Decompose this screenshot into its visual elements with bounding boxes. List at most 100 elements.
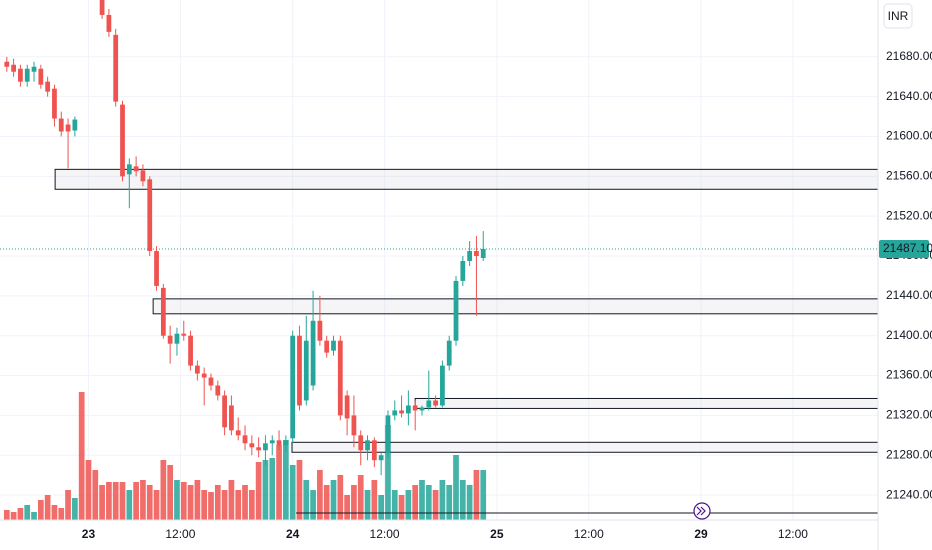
candle-body bbox=[113, 34, 119, 102]
volume-bar bbox=[289, 465, 296, 520]
volume-bar bbox=[133, 482, 139, 520]
candle-body bbox=[11, 64, 16, 72]
candle-body bbox=[140, 170, 146, 182]
candle-body bbox=[263, 443, 268, 451]
candle-body bbox=[290, 335, 296, 439]
volume-bar bbox=[126, 490, 133, 520]
y-tick-label: 21640.00 bbox=[886, 89, 932, 103]
last-price-badge bbox=[879, 239, 929, 258]
volume-bar bbox=[296, 460, 303, 520]
volume-bar bbox=[106, 482, 112, 520]
candle-body bbox=[235, 430, 241, 436]
candle-body bbox=[120, 104, 125, 177]
candle-body bbox=[229, 405, 234, 431]
volume-bar bbox=[153, 490, 160, 520]
volume-bar bbox=[201, 490, 208, 520]
x-tick-label: 12:00 bbox=[574, 527, 604, 541]
volume-bar bbox=[371, 480, 378, 520]
candle-body bbox=[358, 435, 364, 451]
candle-body bbox=[331, 340, 336, 351]
candle-body bbox=[297, 335, 302, 406]
zones bbox=[0, 168, 878, 514]
x-tick-label: 12:00 bbox=[778, 527, 808, 541]
currency-label: INR bbox=[888, 9, 909, 23]
volume-bar bbox=[119, 482, 126, 520]
candle-body bbox=[378, 455, 384, 461]
candle-body bbox=[480, 248, 486, 259]
volume-bar bbox=[214, 485, 221, 520]
y-tick-label: 21560.00 bbox=[886, 168, 932, 182]
volume-bar bbox=[228, 480, 235, 520]
candle-body bbox=[412, 405, 418, 411]
candle-body bbox=[317, 320, 323, 341]
x-tick-label: 12:00 bbox=[165, 527, 195, 541]
y-tick-label: 21240.00 bbox=[886, 487, 932, 501]
volume-bar bbox=[248, 490, 255, 520]
volume-bar bbox=[235, 490, 242, 520]
y-tick-label: 21600.00 bbox=[886, 129, 932, 143]
volume-bar bbox=[72, 498, 78, 520]
volume-bar bbox=[242, 485, 248, 520]
volume-bar bbox=[310, 490, 316, 520]
volume-bar bbox=[466, 485, 473, 520]
candle-body bbox=[215, 385, 221, 396]
volume-bar bbox=[3, 510, 10, 520]
volume-bar bbox=[255, 462, 262, 520]
candle-body bbox=[38, 68, 44, 85]
x-tick-label: 25 bbox=[490, 527, 504, 541]
candle-body bbox=[24, 68, 30, 82]
volume-bar bbox=[174, 480, 180, 520]
candle-body bbox=[174, 333, 180, 344]
candle-body bbox=[460, 260, 466, 281]
candle-body bbox=[337, 340, 343, 416]
volume-bar bbox=[378, 495, 385, 520]
candle-body bbox=[58, 118, 64, 132]
volume-bar bbox=[221, 490, 228, 520]
candle-body bbox=[126, 164, 132, 175]
candle-body bbox=[440, 365, 445, 406]
y-tick-label: 21680.00 bbox=[886, 49, 932, 63]
volume-bar bbox=[10, 512, 17, 520]
candle-body bbox=[371, 440, 377, 461]
currency-badge[interactable] bbox=[883, 3, 913, 29]
volume-bar bbox=[459, 480, 466, 520]
volume-bar bbox=[160, 460, 167, 520]
volume-bar bbox=[323, 485, 330, 520]
candle-body bbox=[405, 405, 411, 414]
volume-bar bbox=[330, 480, 337, 520]
volume-bar bbox=[439, 480, 446, 520]
y-tick-label: 21520.00 bbox=[886, 208, 932, 222]
volume-bar bbox=[51, 505, 58, 520]
volume-bar bbox=[146, 485, 153, 520]
button-icon bbox=[696, 506, 706, 516]
button-circle[interactable] bbox=[693, 502, 711, 520]
volume-bar bbox=[65, 490, 71, 520]
volume-bar bbox=[112, 482, 119, 520]
zone bbox=[54, 168, 878, 190]
candle-body bbox=[242, 435, 248, 444]
volume-bar bbox=[276, 445, 282, 520]
candle-body bbox=[31, 66, 37, 72]
volume-bar bbox=[194, 480, 201, 520]
candle-body bbox=[45, 81, 51, 92]
volume-bar bbox=[31, 512, 37, 520]
candle-body bbox=[167, 335, 173, 344]
go-to-realtime-button[interactable] bbox=[693, 502, 711, 520]
candle-body bbox=[276, 440, 282, 446]
candle-body bbox=[419, 407, 425, 411]
x-tick-label: 29 bbox=[694, 527, 708, 541]
volume-bar bbox=[351, 485, 357, 520]
volume-bar bbox=[337, 475, 344, 520]
volume-bar bbox=[473, 470, 480, 520]
volume-bar bbox=[398, 495, 405, 520]
candle-body bbox=[72, 119, 78, 131]
candle-body bbox=[249, 443, 255, 448]
candle-body bbox=[269, 440, 275, 444]
candle-body bbox=[188, 335, 193, 366]
volume-bar bbox=[78, 392, 85, 520]
y-tick-label: 21320.00 bbox=[886, 408, 932, 422]
volume-bar bbox=[303, 480, 310, 520]
x-tick-label: 23 bbox=[82, 527, 96, 541]
